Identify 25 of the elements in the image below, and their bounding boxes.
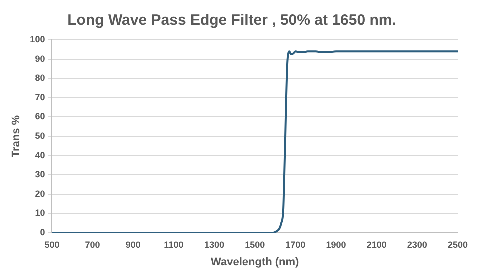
- y-tick-label: 60: [35, 112, 46, 122]
- x-tick-label: 2100: [366, 240, 387, 250]
- y-tick-label: 80: [35, 73, 46, 84]
- x-axis-title: Wavelength (nm): [211, 256, 300, 268]
- x-tick-label: 1100: [164, 240, 184, 250]
- x-tick-label: 1500: [245, 240, 266, 250]
- x-tick-label: 700: [85, 240, 100, 250]
- y-axis-title: Trans %: [10, 115, 23, 158]
- x-tick-label: 500: [44, 240, 60, 250]
- y-tick-label: 70: [35, 92, 46, 102]
- chart-title: Long Wave Pass Edge Filter , 50% at 1650 nm.: [68, 12, 396, 30]
- x-tick-label: 1900: [326, 240, 346, 250]
- x-tick-label: 2500: [448, 240, 468, 250]
- y-tick-label: 90: [35, 54, 46, 64]
- y-tick-label: 20: [35, 188, 46, 199]
- y-tick-label: 0: [40, 227, 46, 238]
- x-tick-label: 2300: [407, 240, 428, 250]
- x-tick-label: 1700: [286, 240, 306, 250]
- y-tick-label: 10: [35, 208, 46, 218]
- y-tick-label: 50: [35, 130, 46, 141]
- y-tick-label: 40: [35, 150, 46, 160]
- y-tick-label: 100: [30, 34, 46, 44]
- y-tick-label: 30: [35, 170, 46, 180]
- x-tick-label: 1300: [204, 240, 225, 250]
- x-tick-label: 900: [126, 240, 141, 250]
